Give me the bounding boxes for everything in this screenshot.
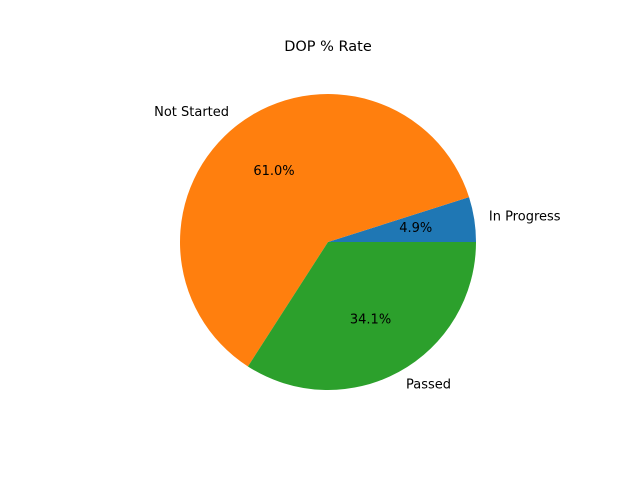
chart-title: DOP % Rate bbox=[284, 39, 372, 55]
pie-slices bbox=[180, 94, 476, 391]
slice-label-passed: Passed bbox=[406, 377, 451, 392]
pie-slice-in-progress bbox=[328, 197, 476, 242]
slice-label-in-progress: In Progress bbox=[489, 210, 561, 225]
slice-label-not-started: Not Started bbox=[154, 105, 229, 120]
slice-percent-in-progress: 4.9% bbox=[399, 221, 432, 236]
slice-percent-not-started: 61.0% bbox=[253, 164, 294, 179]
pie-labels: In Progress 4.9% Not Started 61.0% Passed 34.… bbox=[154, 105, 561, 392]
slice-percent-passed: 34.1% bbox=[350, 312, 391, 327]
pie-slice-passed bbox=[247, 242, 476, 391]
pie-slice-not-started bbox=[180, 94, 470, 367]
